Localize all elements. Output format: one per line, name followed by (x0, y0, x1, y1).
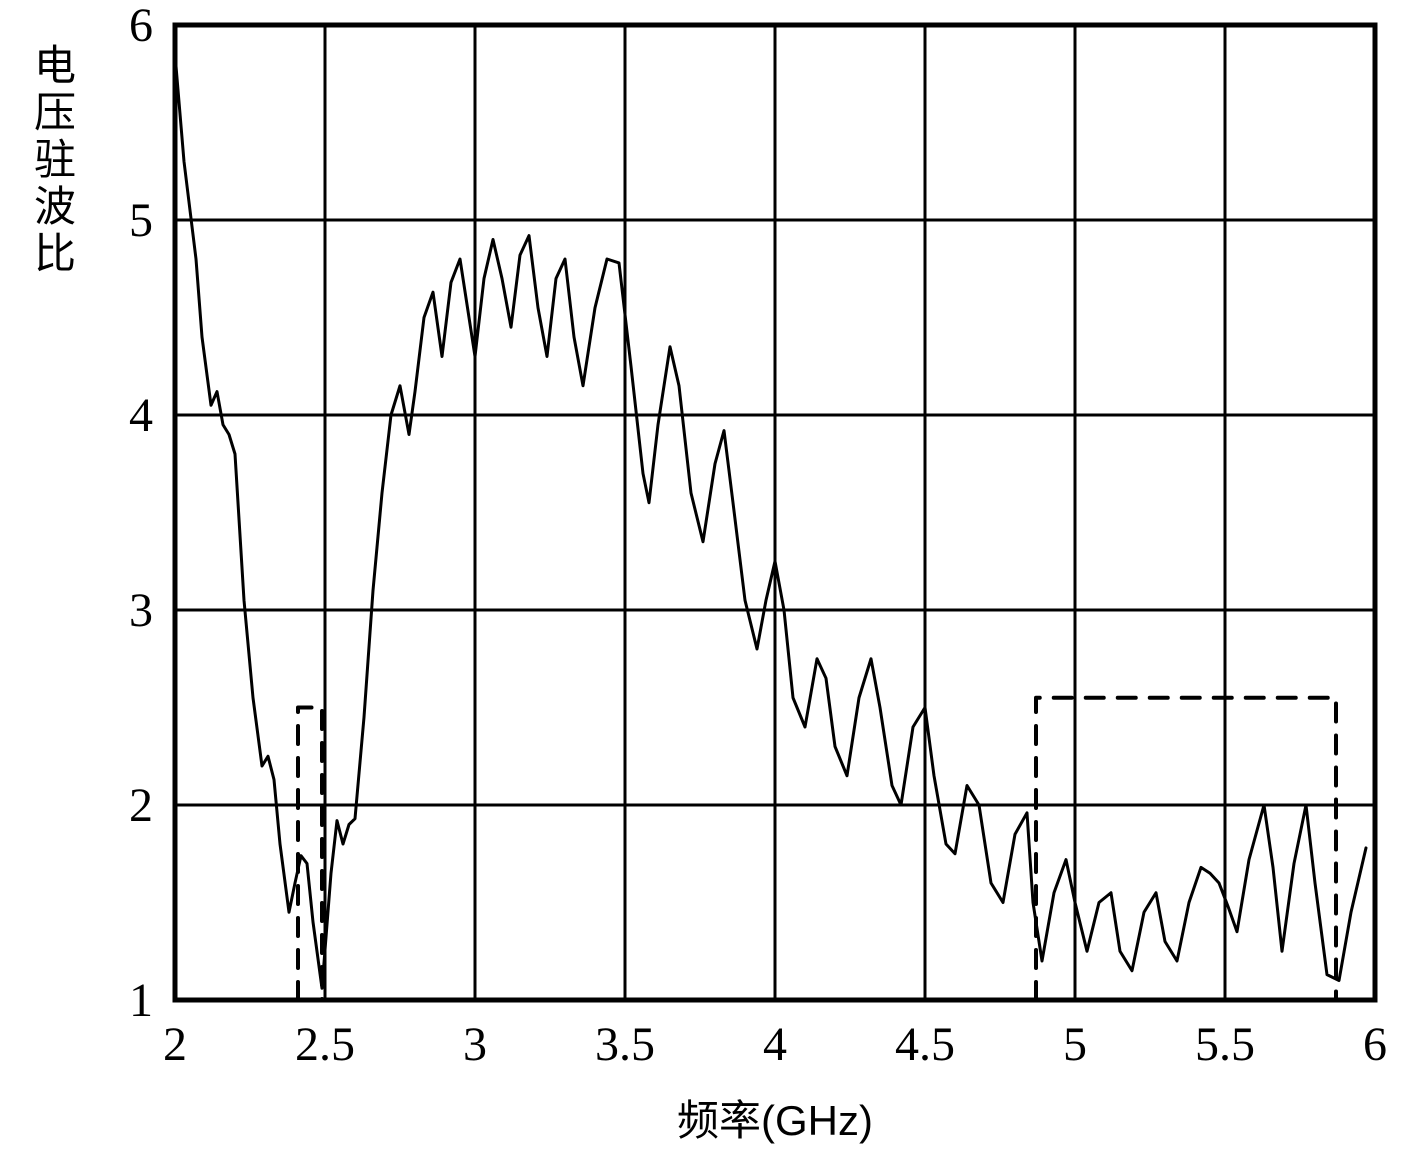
svg-text:驻: 驻 (34, 136, 76, 183)
svg-text:波: 波 (34, 183, 76, 230)
x-tick-label: 6 (1363, 1018, 1387, 1071)
chart-svg: 22.533.544.555.56123456频率(GHz)电压驻波比 (0, 0, 1417, 1150)
svg-text:压: 压 (34, 89, 76, 136)
y-axis-label: 电压驻波比 (34, 42, 76, 277)
x-tick-label: 4.5 (895, 1018, 955, 1071)
svg-text:比: 比 (34, 230, 76, 277)
y-tick-label: 3 (129, 584, 153, 637)
y-tick-label: 4 (129, 389, 153, 442)
x-axis-label: 频率(GHz) (677, 1097, 873, 1144)
y-tick-label: 1 (129, 974, 153, 1027)
y-tick-label: 5 (129, 194, 153, 247)
x-tick-label: 3.5 (595, 1018, 655, 1071)
x-tick-label: 5.5 (1195, 1018, 1255, 1071)
x-tick-label: 3 (463, 1018, 487, 1071)
svg-text:电: 电 (34, 42, 76, 89)
x-tick-label: 2 (163, 1018, 187, 1071)
x-tick-label: 5 (1063, 1018, 1087, 1071)
x-tick-label: 2.5 (295, 1018, 355, 1071)
vswr-chart: 22.533.544.555.56123456频率(GHz)电压驻波比 (0, 0, 1417, 1150)
y-tick-label: 2 (129, 779, 153, 832)
x-tick-label: 4 (763, 1018, 787, 1071)
y-tick-label: 6 (129, 0, 153, 52)
